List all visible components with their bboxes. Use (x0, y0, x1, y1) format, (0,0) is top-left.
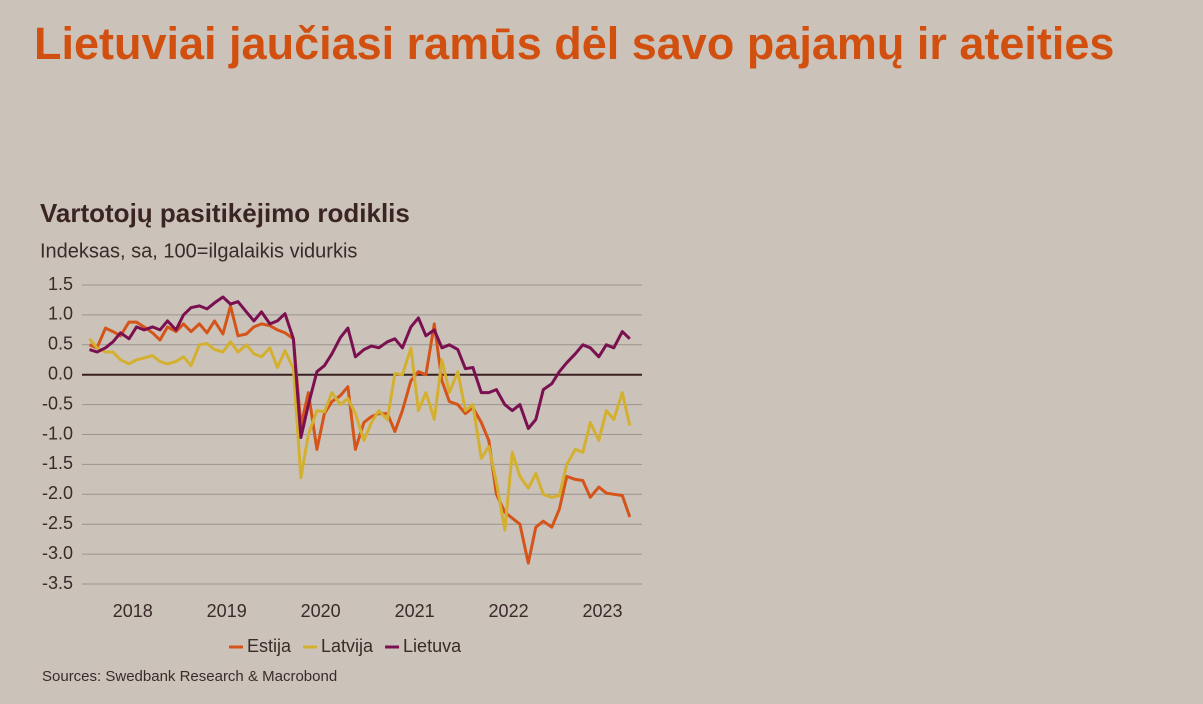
series-line (88, 337, 632, 532)
x-tick-label: 2020 (301, 601, 341, 621)
legend-label: Latvija (321, 636, 374, 656)
y-tick-label: 0.0 (48, 363, 73, 383)
x-tick-label: 2018 (113, 601, 153, 621)
legend-label: Estija (247, 636, 292, 656)
series-line (89, 295, 631, 439)
x-tick-label: 2022 (489, 601, 529, 621)
x-tick-label: 2021 (395, 601, 435, 621)
y-tick-label: -1.0 (42, 423, 73, 443)
legend-label: Lietuva (403, 636, 462, 656)
y-tick-label: 1.0 (48, 304, 73, 324)
headline: Lietuviai jaučiasi ramūs dėl savo pajamų… (34, 18, 1114, 69)
y-tick-label: 1.5 (48, 274, 73, 294)
chart-title: Vartotojų pasitikėjimo rodiklis (40, 198, 410, 228)
series-line (88, 304, 632, 565)
y-tick-label: -2.5 (42, 513, 73, 533)
chart-subtitle: Indeksas, sa, 100=ilgalaikis vidurkis (40, 240, 357, 262)
y-tick-label: -3.0 (42, 543, 73, 563)
y-tick-label: -1.5 (42, 453, 73, 473)
x-tick-label: 2023 (583, 601, 623, 621)
source: Sources: Swedbank Research & Macrobond (42, 668, 337, 685)
y-tick-label: -0.5 (42, 393, 73, 413)
y-tick-label: 0.5 (48, 334, 73, 354)
x-tick-label: 2019 (207, 601, 247, 621)
y-tick-label: -2.0 (42, 483, 73, 503)
y-tick-label: -3.5 (42, 573, 73, 593)
